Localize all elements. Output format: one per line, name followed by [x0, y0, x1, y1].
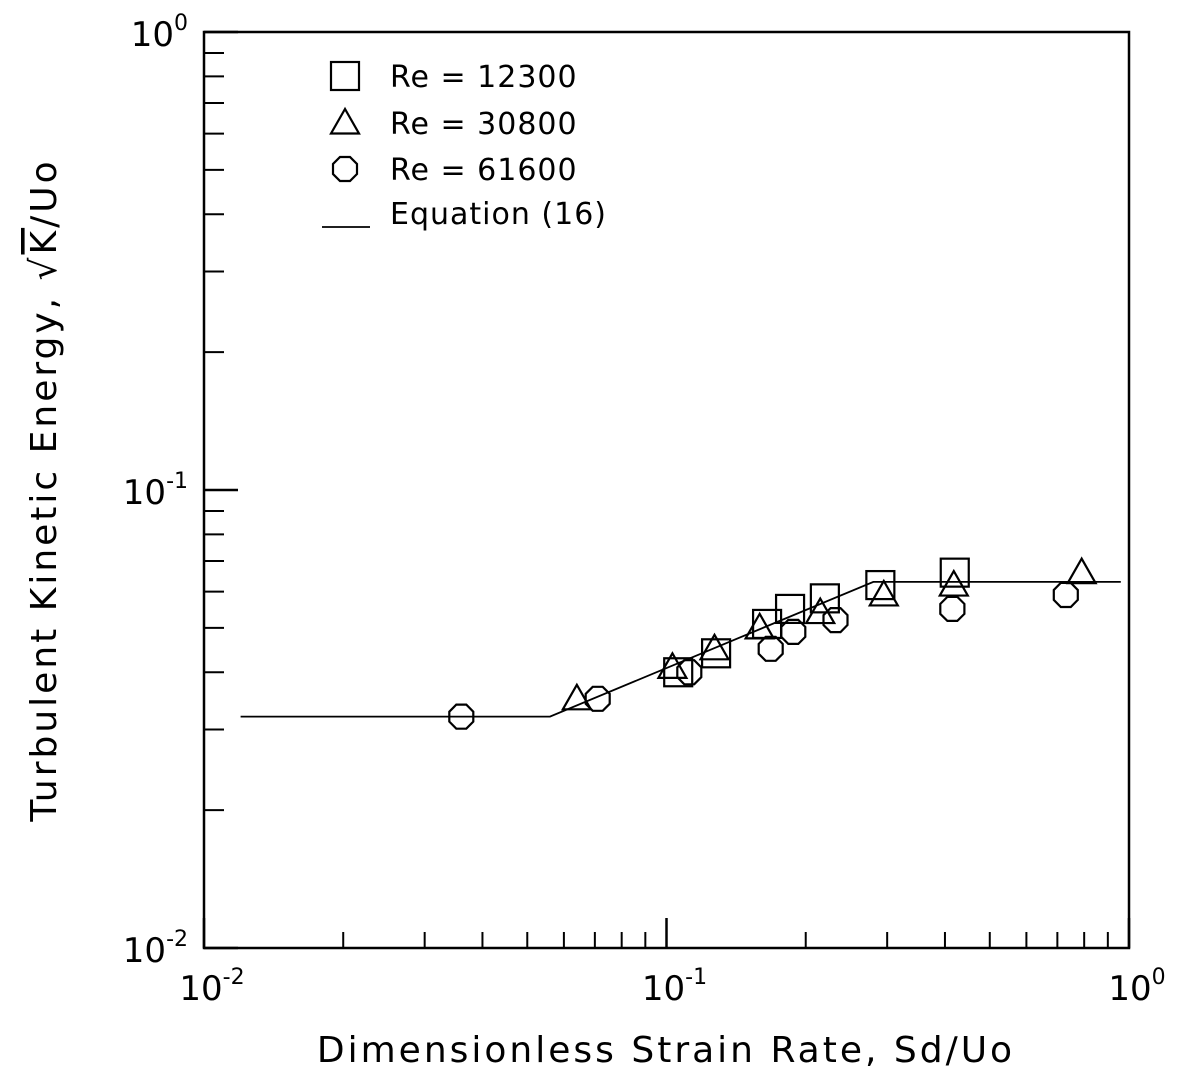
square-marker — [663, 657, 694, 688]
plot-frame — [202, 30, 1131, 950]
legend: Re = 12300 Re = 30800 Re = 61600 Equation (… — [322, 60, 607, 232]
octagon-marker — [939, 595, 966, 623]
octagon-marker — [584, 685, 611, 712]
series-line — [240, 581, 1121, 718]
x-tick-label: 100 — [1108, 965, 1165, 1009]
octagon-marker — [331, 155, 359, 183]
legend-label: Equation (16) — [390, 197, 607, 232]
triangle-marker — [937, 568, 970, 597]
triangle-marker — [560, 682, 593, 711]
octagon-marker — [1052, 581, 1079, 609]
octagon-marker — [448, 703, 475, 730]
data-series — [240, 556, 1121, 730]
y-tick-label: 100 — [131, 11, 188, 55]
legend-label: Re = 61600 — [390, 153, 578, 188]
y-axis-title-suffix: /Uo — [24, 158, 65, 228]
triangle-marker — [1065, 556, 1098, 585]
x-tick-label: 10-2 — [179, 965, 244, 1009]
x-axis-title: Dimensionless Strain Rate, Sd/Uo — [317, 1030, 1015, 1071]
octagon-marker — [757, 635, 784, 662]
sqrt-sign: √ — [24, 254, 65, 280]
svg-text:Turbulent Kinetic Energy, √K/U: Turbulent Kinetic Energy, √K/Uo — [24, 158, 65, 822]
equation-line — [240, 581, 1121, 718]
series-circle — [448, 581, 1079, 730]
y-axis-title-root: K — [24, 228, 65, 255]
octagon-marker — [822, 606, 849, 634]
square-marker — [774, 593, 806, 625]
octagon-marker — [676, 659, 703, 686]
triangle-marker — [867, 578, 900, 607]
y-tick-label: 10-1 — [123, 469, 188, 513]
y-tick-label: 10-2 — [123, 927, 188, 971]
axis-ticks — [202, 30, 1131, 950]
triangle-marker — [329, 106, 361, 135]
octagon-marker — [780, 618, 807, 646]
x-tick-label: 10-1 — [642, 965, 707, 1009]
legend-label: Re = 30800 — [390, 107, 578, 142]
y-axis-title: Turbulent Kinetic Energy, √K/Uo — [24, 158, 65, 822]
y-axis-title-prefix: Turbulent Kinetic Energy, — [24, 280, 65, 822]
square-marker — [939, 557, 970, 588]
triangle-marker — [698, 632, 731, 661]
axis-tick-labels: 10-2 10-1 100 10-2 10-1 100 — [123, 11, 1166, 1009]
square-marker — [329, 60, 361, 92]
legend-label: Re = 12300 — [390, 60, 578, 95]
